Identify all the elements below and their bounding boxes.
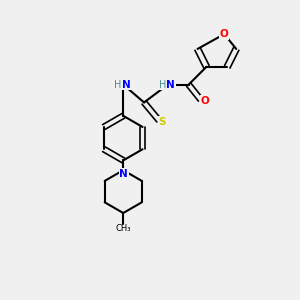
Text: N: N bbox=[122, 80, 131, 90]
Text: O: O bbox=[201, 96, 209, 106]
Text: S: S bbox=[158, 117, 166, 127]
Text: N: N bbox=[119, 169, 128, 179]
Text: O: O bbox=[220, 29, 229, 39]
Text: H: H bbox=[159, 80, 166, 90]
Text: H: H bbox=[114, 80, 122, 90]
Text: N: N bbox=[167, 80, 175, 90]
Text: CH₃: CH₃ bbox=[116, 224, 131, 233]
